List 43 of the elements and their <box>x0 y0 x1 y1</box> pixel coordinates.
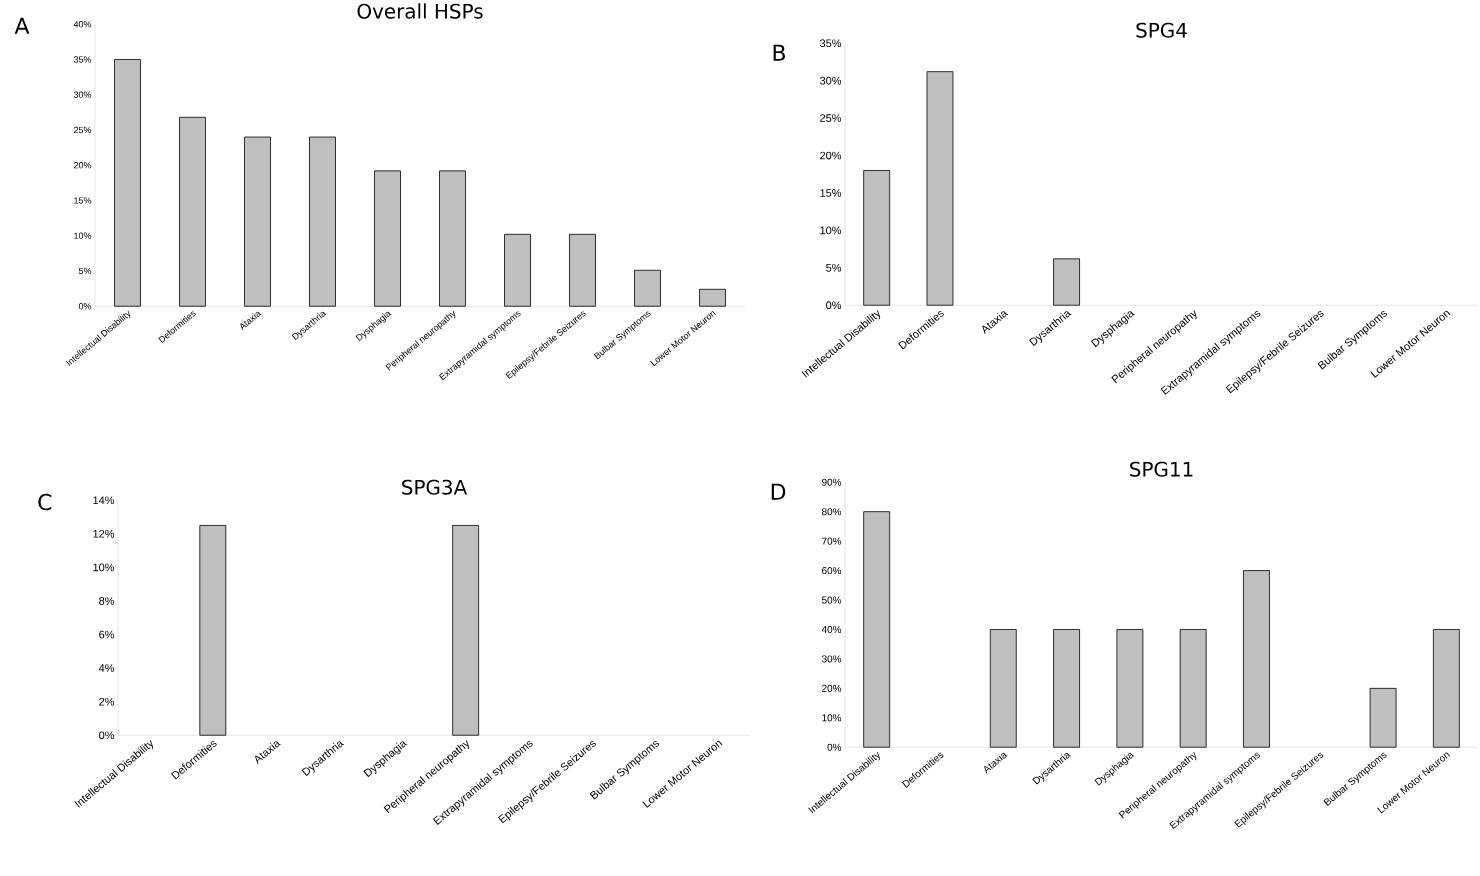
y-tick-label: 30% <box>819 76 842 85</box>
y-tick-label: 0% <box>99 731 115 740</box>
y-tick-label: 10% <box>820 226 842 235</box>
y-tick-label: 80% <box>822 508 842 516</box>
y-tick-label: 40% <box>821 625 842 633</box>
text: C <box>38 493 52 511</box>
y-tick-label: 30% <box>821 655 842 663</box>
y-tick-label: 20% <box>822 684 842 692</box>
y-tick-label: 2% <box>99 697 115 706</box>
chart-title: SPG3A <box>402 479 468 495</box>
y-tick-label: 0% <box>78 302 92 310</box>
y-tick-label: 15% <box>74 197 92 204</box>
y-tick-label: 0% <box>827 743 842 751</box>
y-tick-label: 20% <box>73 161 92 169</box>
y-tick-label: 6% <box>99 630 115 639</box>
y-tick-label: 14% <box>93 496 115 504</box>
y-tick-label: 4% <box>98 664 115 672</box>
text: D <box>771 483 786 500</box>
chart-title: SPG4 <box>1136 22 1187 38</box>
y-tick-label: 15% <box>820 188 842 197</box>
chart-title: SPG11 <box>1130 461 1193 477</box>
y-tick-label: 5% <box>826 263 842 272</box>
y-tick-label: 12% <box>93 529 115 538</box>
y-tick-label: 0% <box>826 301 842 309</box>
text: A <box>14 17 30 34</box>
y-tick-label: 40% <box>73 20 92 28</box>
y-tick-label: 25% <box>73 126 92 134</box>
y-tick-label: 35% <box>73 56 92 63</box>
y-tick-label: 30% <box>73 91 92 98</box>
y-tick-label: 10% <box>74 232 92 239</box>
y-tick-label: 90% <box>822 478 842 486</box>
y-tick-label: 5% <box>78 267 92 275</box>
y-tick-label: 8% <box>99 596 115 605</box>
y-tick-label: 25% <box>820 114 842 122</box>
y-tick-label: 70% <box>822 537 842 545</box>
y-tick-label: 10% <box>93 563 115 572</box>
y-tick-label: 20% <box>820 151 842 160</box>
y-tick-label: 60% <box>822 566 842 574</box>
y-tick-label: 50% <box>821 596 842 604</box>
text: B <box>773 44 785 61</box>
y-tick-label: 10% <box>822 714 842 722</box>
chart-title: Overall HSPs <box>357 3 483 19</box>
y-tick-label: 35% <box>819 39 842 47</box>
